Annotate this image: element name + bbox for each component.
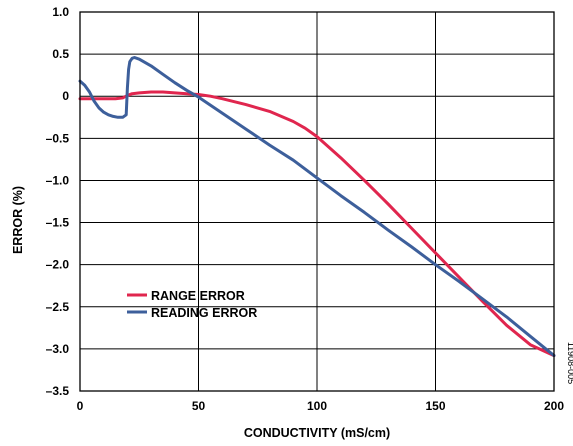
legend-label-range-error: RANGE ERROR [151, 289, 245, 303]
x-tick-label: 50 [192, 399, 206, 413]
series-lines [78, 56, 556, 358]
y-tick-label: –1.0 [46, 173, 70, 187]
legend: RANGE ERROR READING ERROR [127, 289, 257, 320]
x-tick-label: 150 [425, 399, 445, 413]
y-tick-label: 1.0 [52, 5, 69, 19]
x-tick-label: 100 [307, 399, 327, 413]
figure-id: 11908-005 [566, 342, 573, 384]
x-axis-title: CONDUCTIVITY (mS/cm) [244, 426, 390, 440]
series-line-reading-error [78, 56, 556, 358]
y-axis-title: ERROR (%) [11, 186, 25, 254]
y-tick-label: –2.5 [46, 300, 70, 314]
grid-lines [79, 11, 555, 392]
y-tick-label: –2.0 [46, 258, 70, 272]
y-tick-label: 0.5 [52, 47, 69, 61]
x-tick-labels: 0 50 100 150 200 [77, 399, 565, 413]
y-tick-label: –1.5 [46, 216, 70, 230]
y-tick-label: 0 [62, 89, 69, 103]
plot-frame [79, 11, 555, 392]
y-tick-label: –3.5 [46, 384, 70, 398]
legend-label-reading-error: READING ERROR [151, 306, 257, 320]
y-tick-label: –0.5 [46, 131, 70, 145]
x-tick-label: 0 [77, 399, 84, 413]
y-tick-labels: 1.0 0.5 0 –0.5 –1.0 –1.5 –2.0 –2.5 –3.0 –3.5 [46, 5, 70, 398]
x-tick-label: 200 [544, 399, 564, 413]
y-tick-label: –3.0 [46, 342, 70, 356]
